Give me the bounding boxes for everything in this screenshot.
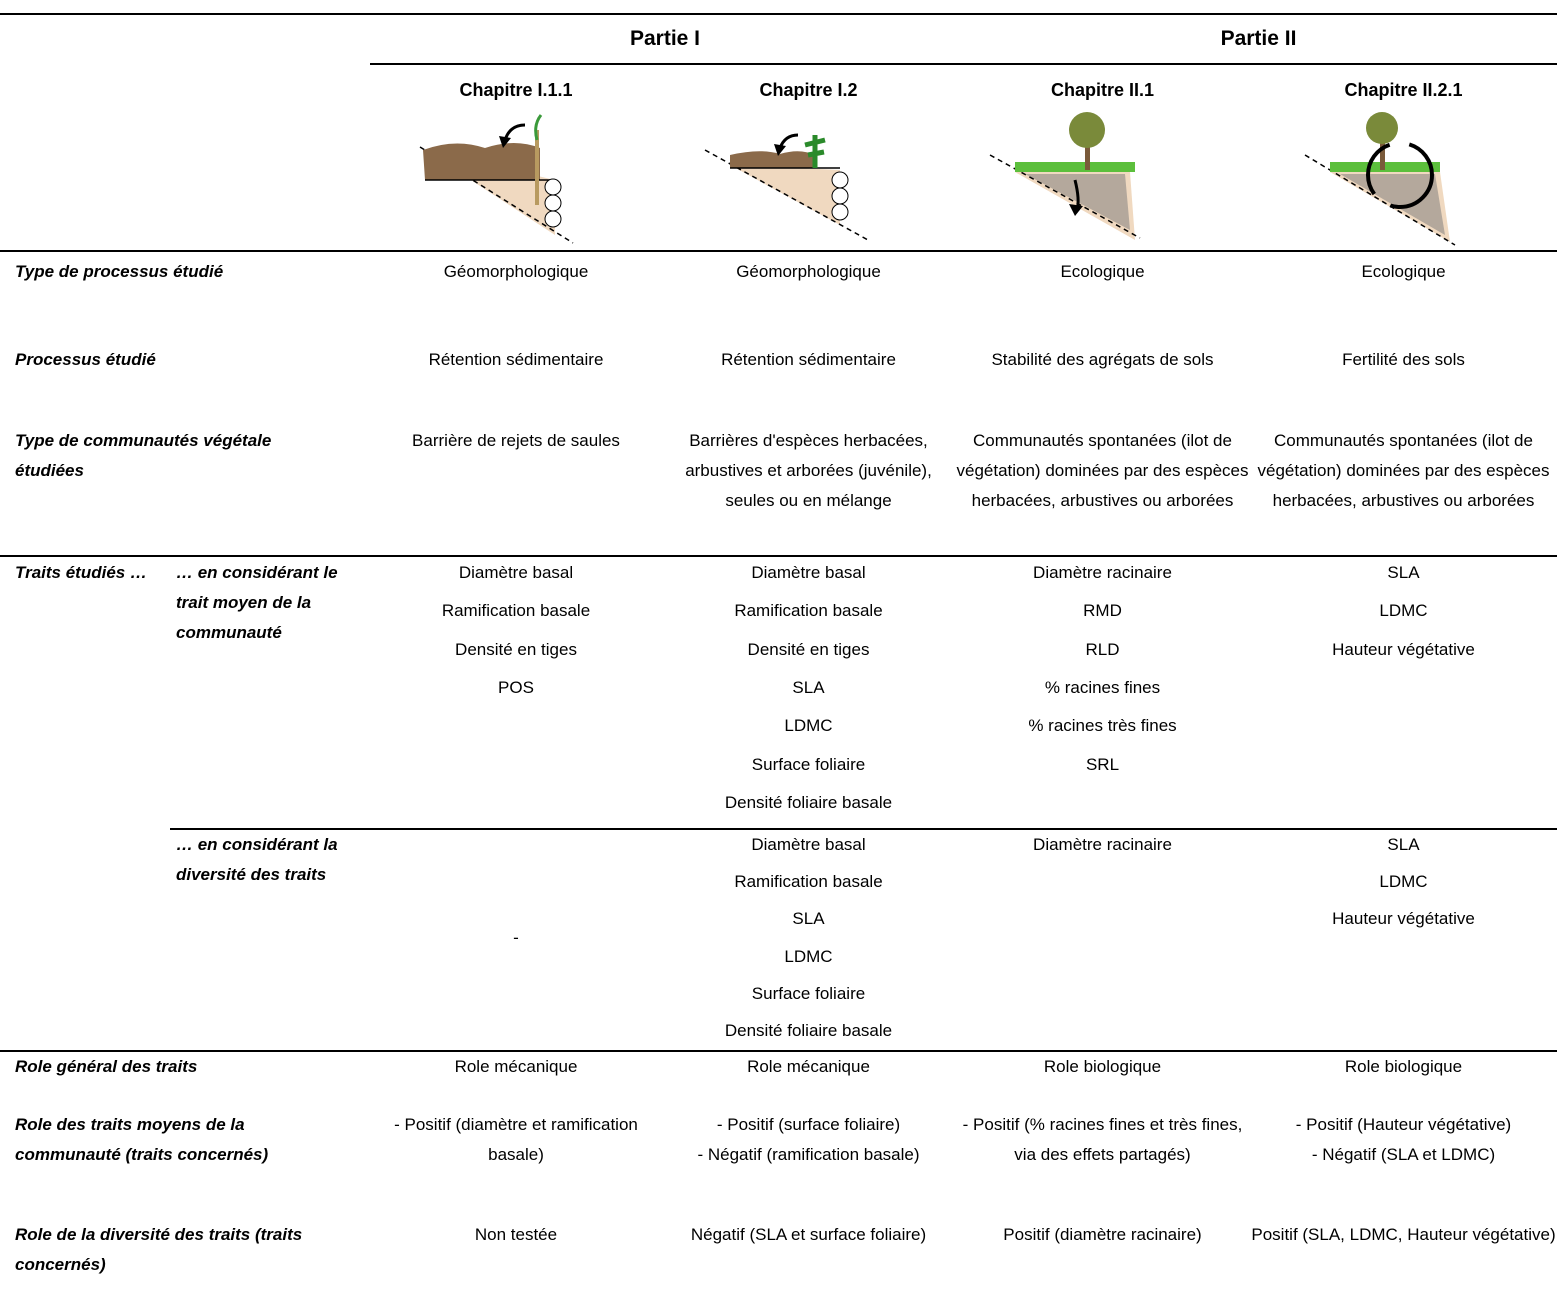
cell-text: LDMC (1379, 872, 1428, 892)
cell-text: - (513, 928, 519, 947)
cell-text: Rétention sédimentaire (721, 350, 896, 369)
cell-text: Géomorphologique (443, 262, 589, 281)
cell-text: Fertilité des sols (1342, 350, 1465, 369)
cell-text: LDMC (1379, 601, 1428, 621)
cell-text: RMD (1083, 601, 1122, 621)
cell-text: Barrière de rejets de saules (412, 431, 620, 450)
cell-text: Diamètre basal (751, 563, 866, 582)
cell-text: SLA (1387, 835, 1420, 854)
rule (0, 250, 1557, 252)
illustration (419, 114, 574, 244)
cell-text: POS (498, 677, 534, 697)
chapter-title: Chapitre II.2.1 (1344, 80, 1463, 100)
chapter-title: Chapitre II.1 (1050, 80, 1155, 100)
cell-text: Surface foliaire (751, 983, 866, 1003)
cell-text: Ecologique (1060, 262, 1145, 281)
row-label: Traits étudiés … (15, 563, 147, 582)
cell-text: Role mécanique (454, 1057, 578, 1076)
cell-text: Densité foliaire basale (724, 792, 893, 812)
cell-text: Surface foliaire (751, 754, 866, 774)
illustration (704, 133, 869, 241)
cell-text: Diamètre basal (458, 563, 574, 582)
cell-text: Positif (SLA, LDMC, Hauteur végétative) (1251, 1225, 1556, 1244)
chapter-title: Chapitre I.1.1 (459, 80, 573, 100)
cell-text: Densité foliaire basale (724, 1021, 893, 1040)
rule (0, 555, 1557, 557)
cell-text: % racines très fines (1028, 716, 1177, 736)
cell-text: Non testée (474, 1225, 558, 1244)
cell-text: Rétention sédimentaire (428, 350, 604, 369)
row-label: … en considérant la diversité des traits (176, 835, 338, 884)
row-label: Processus étudié (15, 350, 156, 369)
cell-text: SRL (1085, 754, 1120, 774)
part-title: Partie II (1220, 27, 1297, 50)
cell-text: Role biologique (1344, 1057, 1463, 1076)
row-label: Type de processus étudié (15, 262, 224, 281)
cell-text: SLA (792, 909, 825, 929)
cell-text: Ecologique (1361, 262, 1446, 281)
cell-text: Communautés spontanées (ilot de végétati… (956, 431, 1249, 510)
chapter-title: Chapitre I.2 (759, 80, 858, 100)
cell-text: Role mécanique (747, 1057, 870, 1076)
cell-text: % racines fines (1044, 677, 1161, 697)
rule (370, 63, 1557, 65)
cell-text: Communautés spontanées (ilot de végétati… (1257, 431, 1550, 510)
cell-text: Diamètre racinaire (1033, 563, 1172, 582)
cell-text: SLA (792, 677, 825, 697)
illustration (989, 112, 1141, 240)
illustration (1304, 112, 1456, 246)
rule (0, 13, 1557, 15)
row-label: Role des traits moyens de la communauté … (15, 1115, 269, 1164)
cell-text: Hauteur végétative (1332, 909, 1475, 929)
cell-text: Role biologique (1043, 1057, 1162, 1076)
part-title: Partie I (629, 27, 701, 50)
row-label: Type de communautés végétale étudiées (15, 431, 272, 480)
rule (0, 1050, 1557, 1052)
cell-text: - Positif (% racines fines et très fines… (962, 1115, 1243, 1164)
cell-text: RLD (1085, 639, 1120, 659)
cell-text: - Positif (surface foliaire) - Négatif (… (697, 1115, 920, 1164)
cell-text: Ramification basale (734, 872, 883, 892)
cell-text: Géomorphologique (736, 262, 881, 281)
cell-text: Négatif (SLA et surface foliaire) (690, 1225, 927, 1244)
cell-text: Stabilité des agrégats de sols (991, 350, 1214, 369)
cell-text: Densité en tiges (455, 639, 577, 659)
cell-text: Barrières d'espèces herbacées, arbustive… (685, 431, 932, 510)
cell-text: Densité en tiges (747, 639, 870, 659)
cell-text: Hauteur végétative (1332, 639, 1475, 659)
cell-text: - Positif (diamètre et ramification basa… (394, 1115, 638, 1164)
cell-text: Positif (diamètre racinaire) (1003, 1225, 1202, 1244)
row-label: Role général des traits (15, 1057, 198, 1076)
cell-text: Ramification basale (734, 601, 883, 621)
cell-text: LDMC (784, 716, 833, 736)
cell-text: Diamètre basal (751, 835, 866, 854)
cell-text: Ramification basale (441, 601, 591, 621)
row-label: Role de la diversité des traits (traits … (15, 1225, 303, 1274)
cell-text: Diamètre racinaire (1033, 835, 1172, 854)
cell-text: LDMC (784, 946, 833, 966)
cell-text: - Positif (Hauteur végétative) - Négatif… (1295, 1115, 1512, 1164)
row-label: … en considérant le trait moyen de la co… (176, 563, 338, 642)
cell-text: SLA (1387, 563, 1420, 582)
rule (170, 828, 1557, 830)
